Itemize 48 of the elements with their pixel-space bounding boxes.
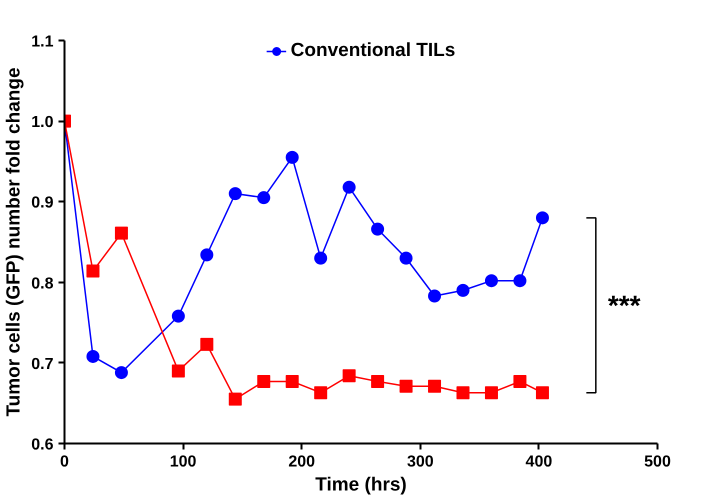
point <box>228 392 242 406</box>
point <box>342 369 356 382</box>
point <box>484 274 498 288</box>
point <box>536 211 549 224</box>
point <box>86 350 100 363</box>
x-tick-label: 200 <box>288 454 316 470</box>
point <box>400 380 413 393</box>
point <box>456 284 470 297</box>
point <box>314 386 328 400</box>
y-tick-label: 0.8 <box>31 275 54 292</box>
y-axis-title: Tumor cells (GFP) number fold change <box>3 67 24 417</box>
y-tick-label: 0.9 <box>31 194 54 212</box>
legend-label: Conventional TILs <box>290 40 456 62</box>
point <box>257 374 270 388</box>
point <box>371 374 384 388</box>
point <box>114 226 128 240</box>
point <box>114 366 128 380</box>
annotation: *** <box>608 290 641 321</box>
point <box>200 248 214 262</box>
point <box>172 364 185 378</box>
point <box>286 374 299 388</box>
point <box>228 187 242 200</box>
x-tick-label: 400 <box>526 454 552 470</box>
point <box>342 180 356 194</box>
point <box>484 386 498 400</box>
y-tick-label: 0.7 <box>31 356 54 373</box>
point <box>400 252 413 265</box>
point <box>428 380 442 393</box>
x-tick-label: 100 <box>170 454 197 470</box>
point <box>371 222 384 236</box>
x-tick-label: 0 <box>60 454 70 470</box>
point <box>456 386 470 400</box>
y-tick-label: 1.0 <box>31 114 54 132</box>
x-axis-title: Time (hrs) <box>315 474 407 496</box>
point <box>428 290 442 302</box>
point <box>286 150 299 164</box>
point <box>536 386 549 400</box>
y-tick-label: 1.1 <box>31 34 54 50</box>
point <box>513 274 526 288</box>
point <box>172 310 185 323</box>
point <box>513 374 526 388</box>
x-tick-label: 500 <box>644 454 671 470</box>
point <box>257 191 270 204</box>
y-tick-label: 0.6 <box>31 436 54 454</box>
point <box>200 338 214 351</box>
point <box>86 264 100 278</box>
x-tick-label: 300 <box>406 454 434 470</box>
point <box>314 252 328 265</box>
